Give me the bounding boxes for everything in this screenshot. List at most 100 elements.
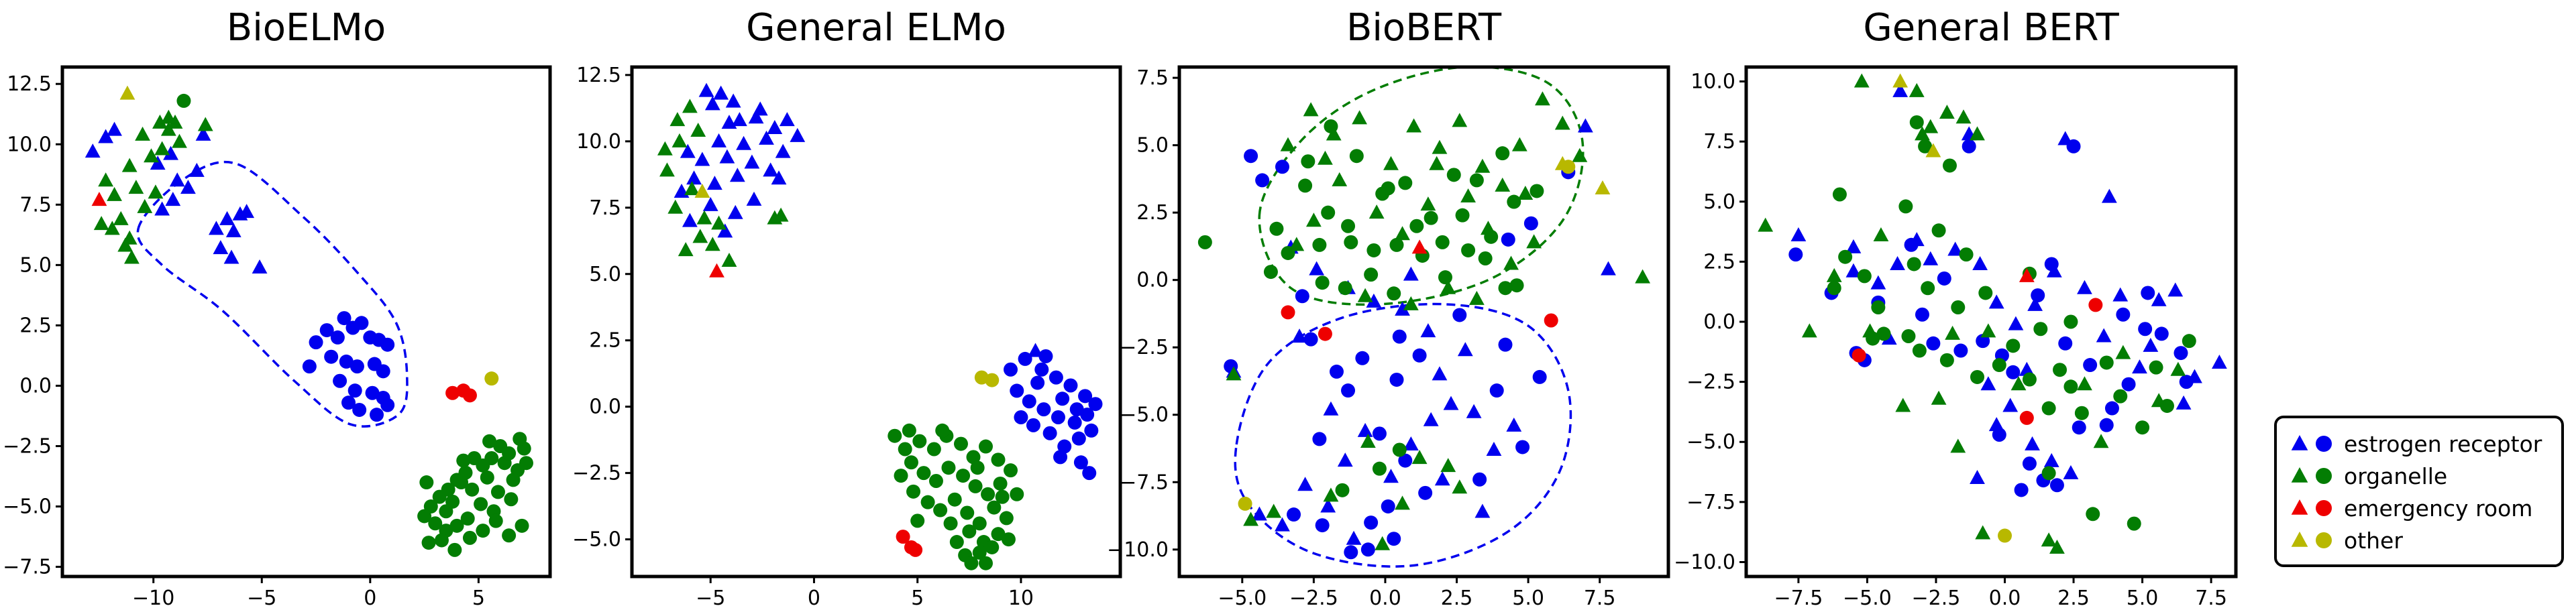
point-estrogen-receptor-circle bbox=[1398, 453, 1413, 468]
point-organelle-circle bbox=[428, 516, 443, 531]
point-estrogen-receptor-circle bbox=[2049, 478, 2064, 493]
point-estrogen-receptor-circle bbox=[1004, 362, 1018, 377]
point-emergency-room-circle bbox=[1851, 348, 1866, 363]
panel-general-bert: General BERT −7.5 −5.0 −2.5 0.0 2.5 5.0 7.5 −10.… bbox=[1674, 6, 2238, 608]
point-organelle-circle bbox=[515, 518, 529, 533]
y-tick-label: 7.5 bbox=[19, 193, 52, 217]
point-estrogen-receptor-triangle bbox=[775, 143, 791, 158]
point-organelle-triangle bbox=[1280, 137, 1296, 151]
point-estrogen-receptor-circle bbox=[1036, 402, 1051, 417]
legend-marker-emergency-room-circle bbox=[2316, 500, 2332, 516]
x-tick-label: 5.0 bbox=[1512, 587, 1544, 608]
point-organelle-circle bbox=[1387, 286, 1401, 301]
point-estrogen-receptor-triangle bbox=[1790, 227, 1807, 241]
cluster-ellipse-blue bbox=[136, 160, 409, 428]
point-organelle-triangle bbox=[1535, 91, 1550, 106]
point-estrogen-receptor-triangle bbox=[1403, 436, 1419, 450]
point-estrogen-receptor-circle bbox=[365, 385, 380, 400]
point-organelle-circle bbox=[1438, 270, 1452, 285]
point-estrogen-receptor-triangle bbox=[694, 151, 710, 166]
point-organelle-triangle bbox=[1452, 113, 1468, 127]
legend-label-emergency-room: emergency room bbox=[2344, 495, 2532, 522]
point-estrogen-receptor-triangle bbox=[779, 112, 795, 127]
point-estrogen-receptor-circle bbox=[2058, 336, 2073, 351]
point-organelle-circle bbox=[434, 533, 449, 548]
point-organelle-triangle bbox=[767, 210, 783, 225]
point-organelle-triangle bbox=[1411, 450, 1428, 465]
point-organelle-circle bbox=[1392, 442, 1407, 457]
x-tick-label: 5.0 bbox=[2127, 587, 2159, 608]
point-organelle-circle bbox=[502, 528, 517, 543]
y-tick-label: −2.5 bbox=[1120, 336, 1169, 359]
point-organelle-circle bbox=[456, 453, 471, 468]
point-organelle-triangle bbox=[669, 112, 686, 127]
point-organelle-circle bbox=[1876, 326, 1891, 341]
y-tick-label: −10.0 bbox=[1674, 550, 1735, 574]
point-organelle-circle bbox=[894, 469, 908, 483]
point-other-circle bbox=[1998, 528, 2012, 543]
point-organelle-triangle bbox=[1432, 139, 1448, 154]
point-organelle-triangle bbox=[1452, 479, 1468, 494]
point-organelle-triangle bbox=[1318, 150, 1333, 165]
point-estrogen-receptor-circle bbox=[1498, 337, 1513, 352]
point-organelle-circle bbox=[2159, 398, 2174, 413]
point-other-triangle bbox=[1892, 73, 1909, 88]
y-tick-label: 12.5 bbox=[576, 64, 621, 87]
y-tick-label: −5.0 bbox=[572, 528, 621, 552]
x-tick-label: −5.0 bbox=[1843, 587, 1892, 608]
x-tick-label: 0 bbox=[808, 587, 820, 608]
point-organelle-circle bbox=[1269, 221, 1284, 236]
point-organelle-circle bbox=[1001, 532, 1016, 547]
point-estrogen-receptor-circle bbox=[1088, 397, 1103, 412]
point-organelle-circle bbox=[1866, 331, 1880, 346]
point-estrogen-receptor-triangle bbox=[2151, 292, 2167, 306]
point-organelle-circle bbox=[928, 474, 943, 488]
y-tick-label: 0.0 bbox=[1136, 269, 1169, 292]
point-organelle-circle bbox=[1398, 176, 1413, 190]
point-organelle-circle bbox=[1898, 199, 1913, 214]
point-organelle-triangle bbox=[135, 126, 150, 141]
point-organelle-circle bbox=[506, 473, 521, 487]
point-estrogen-receptor-triangle bbox=[713, 85, 729, 100]
point-estrogen-receptor-triangle bbox=[746, 191, 762, 206]
y-tick-label: −2.5 bbox=[3, 434, 52, 458]
point-organelle-circle bbox=[421, 536, 436, 550]
point-estrogen-receptor-circle bbox=[1489, 383, 1504, 398]
point-organelle-triangle bbox=[1931, 390, 1947, 405]
point-estrogen-receptor-circle bbox=[352, 402, 367, 417]
point-estrogen-receptor-triangle bbox=[225, 223, 241, 237]
point-organelle-circle bbox=[488, 513, 503, 528]
point-estrogen-receptor-triangle bbox=[2008, 316, 2024, 330]
point-estrogen-receptor-triangle bbox=[1432, 366, 1448, 381]
point-organelle-circle bbox=[1301, 154, 1316, 169]
point-estrogen-receptor-triangle bbox=[2132, 359, 2147, 374]
point-estrogen-receptor-circle bbox=[2141, 286, 2155, 300]
point-estrogen-receptor-circle bbox=[350, 359, 364, 374]
point-organelle-triangle bbox=[1420, 196, 1436, 211]
x-tick-label: −2.5 bbox=[1912, 587, 1961, 608]
point-emergency-room-circle bbox=[445, 385, 460, 400]
point-organelle-triangle bbox=[2049, 539, 2065, 554]
point-organelle-circle bbox=[449, 473, 464, 487]
point-organelle-circle bbox=[447, 542, 462, 557]
point-organelle-circle bbox=[493, 438, 508, 453]
legend-label-other: other bbox=[2344, 528, 2403, 554]
point-estrogen-receptor-triangle bbox=[2167, 282, 2184, 297]
point-estrogen-receptor-triangle bbox=[2063, 465, 2079, 479]
point-estrogen-receptor-circle bbox=[1049, 370, 1063, 385]
y-tick-label: 12.5 bbox=[7, 72, 52, 96]
point-estrogen-receptor-triangle bbox=[704, 96, 720, 111]
point-organelle-triangle bbox=[1915, 126, 1930, 141]
point-organelle-circle bbox=[966, 450, 981, 465]
plot-frame bbox=[630, 65, 1122, 579]
point-organelle-circle bbox=[912, 434, 927, 448]
legend-label-organelle: organelle bbox=[2344, 463, 2447, 489]
point-organelle-circle bbox=[176, 93, 191, 108]
point-organelle-circle bbox=[1529, 184, 1544, 198]
point-estrogen-receptor-triangle bbox=[180, 180, 196, 194]
point-estrogen-receptor-triangle bbox=[771, 170, 787, 185]
point-organelle-triangle bbox=[154, 141, 170, 156]
point-organelle-triangle bbox=[1368, 204, 1385, 219]
y-tick-label: −10.0 bbox=[1107, 538, 1169, 562]
point-estrogen-receptor-triangle bbox=[107, 121, 122, 136]
